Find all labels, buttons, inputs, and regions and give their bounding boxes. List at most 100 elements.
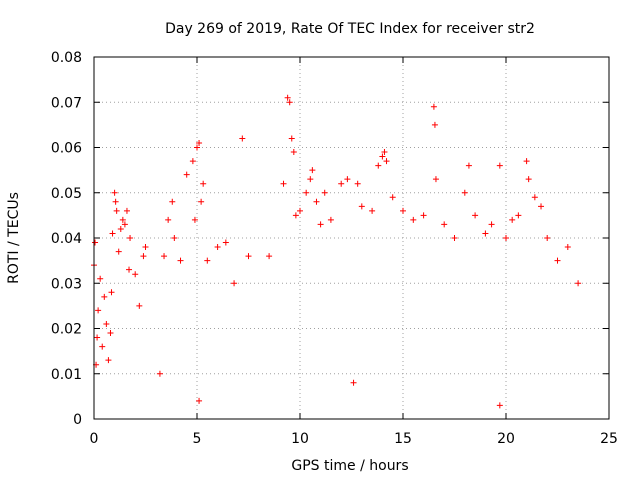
data-point [313, 198, 320, 205]
data-point [123, 207, 130, 214]
x-tick-label: 5 [193, 431, 202, 447]
data-point [127, 235, 134, 241]
data-point [156, 370, 163, 377]
data-point [196, 397, 203, 404]
chart-title: Day 269 of 2019, Rate Of TEC Index for r… [165, 21, 535, 37]
data-point [105, 357, 112, 364]
data-point [441, 221, 448, 228]
data-point [389, 194, 396, 201]
data-point [379, 153, 386, 160]
data-point [400, 207, 406, 214]
x-axis-label: GPS time / hours [291, 458, 408, 474]
data-point [496, 162, 503, 169]
data-point [554, 257, 561, 264]
data-point [95, 307, 102, 314]
plot-frame [93, 56, 610, 420]
data-point [142, 244, 149, 251]
y-tick-label: 0.05 [51, 186, 82, 202]
data-point [383, 158, 390, 165]
data-point [525, 176, 532, 183]
data-point [165, 216, 172, 223]
data-point [515, 212, 522, 219]
data-point [107, 330, 114, 337]
data-point [112, 198, 119, 205]
data-point [119, 216, 126, 223]
data-point [431, 121, 438, 128]
data-point [461, 189, 468, 196]
data-point [575, 280, 582, 287]
data-point [161, 253, 168, 260]
data-point [140, 253, 147, 260]
data-point [109, 230, 116, 237]
data-point [420, 212, 427, 219]
data-point [451, 235, 458, 241]
y-tick-label: 0 [73, 412, 82, 428]
data-point [136, 302, 143, 309]
data-point [121, 221, 128, 228]
data-point [465, 162, 472, 169]
data-point [177, 257, 184, 264]
axis-ticks [93, 56, 610, 420]
x-tick-label: 0 [90, 431, 99, 447]
data-point [191, 216, 198, 223]
data-point [284, 94, 291, 101]
y-tick-label: 0.08 [51, 50, 82, 66]
data-point [245, 253, 252, 260]
data-point [307, 176, 314, 183]
data-point [198, 198, 205, 205]
y-tick-label: 0.04 [51, 231, 82, 247]
data-point [204, 257, 211, 264]
data-point [117, 225, 124, 232]
data-point [430, 103, 437, 110]
data-point [288, 135, 295, 142]
data-point [214, 244, 221, 251]
data-point [111, 189, 118, 196]
data-point [344, 176, 351, 183]
data-point [327, 216, 334, 223]
data-point [410, 216, 417, 223]
data-point [169, 198, 176, 205]
data-points [91, 94, 582, 409]
data-point [482, 230, 489, 237]
data-point [496, 402, 503, 409]
data-point [369, 207, 376, 214]
x-tick-label: 25 [600, 431, 618, 447]
data-point [99, 343, 106, 350]
data-point [113, 207, 120, 214]
data-point [297, 207, 303, 214]
data-point [544, 235, 551, 241]
data-point [317, 221, 324, 228]
data-point [103, 320, 110, 327]
data-point [222, 239, 229, 246]
data-point [292, 212, 299, 219]
data-point [350, 379, 357, 386]
data-point [488, 221, 495, 228]
data-point [432, 176, 439, 183]
data-point [183, 171, 190, 178]
data-point [358, 203, 365, 210]
data-point [196, 139, 203, 146]
data-point [200, 180, 207, 187]
data-point [354, 180, 361, 187]
data-point [101, 293, 108, 300]
x-tick-label: 10 [291, 431, 309, 447]
y-tick-label: 0.07 [51, 95, 82, 111]
data-point [503, 235, 509, 241]
data-point [381, 149, 388, 156]
data-point [126, 266, 133, 273]
grid-lines [94, 57, 609, 419]
y-tick-labels: 0 0.01 0.02 0.03 0.04 0.05 0.06 0.07 0.08 [51, 50, 82, 428]
data-point [194, 144, 200, 151]
data-point [538, 203, 545, 210]
y-tick-label: 0.03 [51, 276, 82, 292]
y-axis-label: ROTI / TECUs [6, 192, 22, 284]
data-point [108, 289, 115, 296]
y-tick-label: 0.01 [51, 367, 82, 383]
data-point [231, 280, 238, 287]
data-point [564, 244, 571, 251]
data-point [338, 180, 345, 187]
data-point [290, 149, 297, 156]
y-tick-label: 0.06 [51, 141, 82, 157]
data-point [171, 235, 178, 241]
